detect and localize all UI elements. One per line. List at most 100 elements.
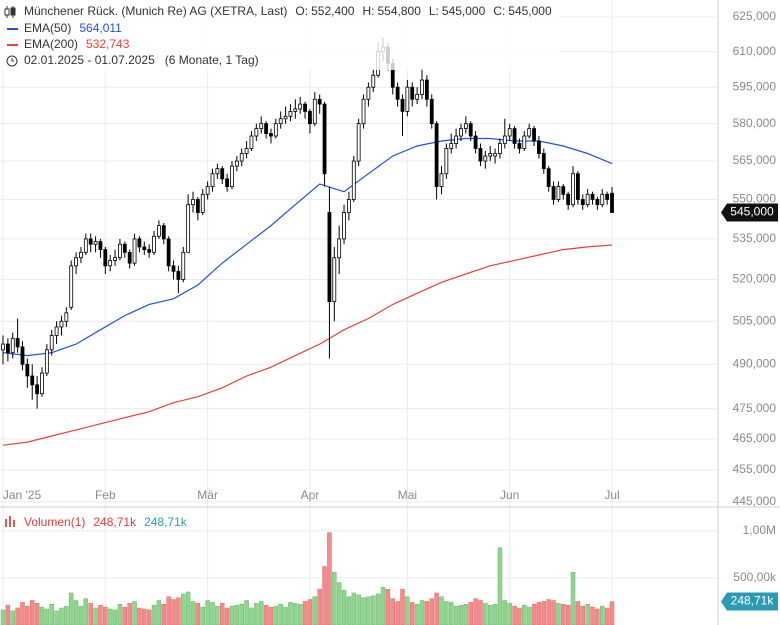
volume-bar: [234, 604, 240, 625]
candle-body: [44, 349, 49, 374]
volume-bar: [487, 604, 493, 625]
candle-body: [225, 178, 230, 187]
volume-bar: [200, 606, 206, 625]
candle-body: [595, 199, 600, 206]
volume-badge-label: 248,71k: [731, 594, 775, 608]
candle-body: [54, 326, 59, 336]
candle-body: [356, 123, 361, 162]
volume-bar: [609, 601, 615, 625]
volume-bar: [161, 604, 167, 625]
volume-bar: [439, 596, 444, 625]
volume-bar: [604, 607, 610, 625]
candle-body: [249, 135, 254, 149]
candle-body: [15, 337, 20, 348]
candle-body: [20, 346, 25, 365]
candle-body: [35, 384, 40, 395]
candle-body: [551, 186, 556, 200]
candle-body: [195, 199, 200, 213]
volume-bar: [20, 602, 25, 625]
volume-bar: [54, 610, 59, 625]
volume-bar: [414, 604, 420, 625]
candle-body: [176, 270, 181, 280]
candle-body: [420, 79, 424, 95]
legend-name: EMA(200): [24, 37, 78, 51]
candle-body: [113, 257, 117, 261]
candle-body: [122, 243, 127, 253]
legend: Münchener Rück. (Munich Re) AG (XETRA, L…: [0, 0, 560, 70]
volume-bar: [551, 600, 556, 625]
volume-bar: [302, 601, 308, 625]
period-range: 02.01.2025 - 01.07.2025: [24, 53, 155, 67]
volume-legend-entry: Volumen(1) 248,71k 248,71k: [24, 515, 188, 529]
ema-line: [2, 244, 613, 446]
volume-bar: [322, 566, 327, 625]
volume-bar: [132, 601, 137, 625]
volume-bar: [595, 608, 600, 625]
volume-bar: [536, 602, 542, 625]
volume-bar: [570, 571, 576, 625]
candle-body: [40, 372, 44, 395]
volume-bar: [210, 602, 215, 625]
candle-body: [108, 260, 113, 267]
candle-body: [605, 193, 610, 200]
volume-bar: [25, 605, 30, 625]
candle-body: [10, 337, 15, 354]
volume-bar: [254, 603, 259, 625]
candle-body: [234, 160, 239, 167]
candle-body: [157, 225, 161, 237]
volume-bar: [522, 604, 527, 625]
candle-body: [507, 128, 512, 137]
volume-bar: [497, 547, 503, 625]
volume-badge: 248,71k: [721, 592, 778, 611]
volume-bar: [98, 604, 103, 625]
volume-bar: [371, 595, 376, 625]
x-tick-label: Mai: [398, 488, 417, 502]
candle-body: [522, 135, 527, 149]
volume-bar: [366, 596, 371, 625]
volume-bar: [263, 604, 269, 625]
candle-body: [308, 111, 312, 125]
price-badge: 545,000: [721, 203, 778, 222]
volume-bar: [78, 605, 84, 625]
volume-tick-label: 500,00k: [733, 570, 777, 584]
volume-bar: [190, 601, 196, 625]
volume-bar: [458, 604, 464, 625]
y-tick-label: 445,000: [733, 494, 777, 508]
candle-body: [317, 98, 322, 105]
volume-bar: [215, 605, 220, 625]
volume-bar: [64, 605, 69, 625]
volume-bar: [448, 602, 454, 625]
volume-icon: [5, 516, 15, 527]
candle-body: [473, 135, 478, 149]
candle-body: [444, 148, 449, 175]
volume-bar: [336, 582, 342, 625]
candle-body: [439, 173, 444, 187]
volume-bar: [10, 610, 15, 625]
candle-body: [537, 140, 541, 154]
volume-bar: [453, 605, 459, 625]
candle-body: [161, 225, 166, 240]
candle-body: [166, 238, 171, 267]
candle-body: [590, 193, 595, 200]
ohlc-value: 545,000: [508, 4, 552, 18]
volume-bar: [107, 608, 113, 625]
candle-body: [181, 251, 186, 280]
x-tick-label: Jun: [500, 488, 519, 502]
volume-bar: [507, 603, 512, 625]
volume-bar: [600, 605, 605, 625]
candle-body: [137, 238, 142, 248]
candle-body: [561, 186, 566, 195]
candle-body: [93, 241, 98, 245]
candle-body: [517, 143, 522, 149]
volume-bar: [502, 600, 508, 625]
candle-body: [205, 186, 210, 195]
volume-bar: [5, 604, 11, 625]
volume-bar: [151, 604, 157, 625]
volume-bar: [531, 604, 537, 625]
candle-body: [498, 143, 502, 154]
volume-bar: [478, 600, 483, 625]
volume-bar: [205, 600, 210, 625]
volume-bar: [273, 605, 279, 625]
volume-bar: [561, 604, 566, 625]
